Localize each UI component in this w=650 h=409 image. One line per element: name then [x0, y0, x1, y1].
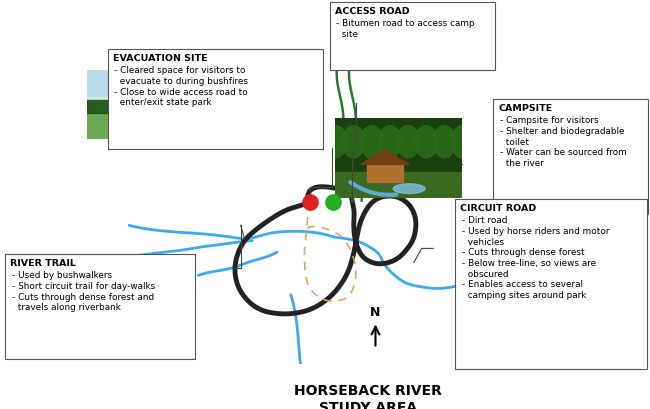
Text: ACCESS ROAD: ACCESS ROAD [335, 7, 410, 16]
Text: toilet: toilet [499, 137, 528, 146]
Text: travels along riverbank: travels along riverbank [12, 303, 120, 312]
Text: vehicles: vehicles [462, 237, 504, 246]
Text: - Used by horse riders and motor: - Used by horse riders and motor [462, 227, 609, 236]
Text: evacuate to during bushfires: evacuate to during bushfires [114, 77, 248, 86]
Text: - Cleared space for visitors to: - Cleared space for visitors to [114, 66, 246, 75]
Text: camping sites around park: camping sites around park [462, 290, 586, 299]
Text: enter/exit state park: enter/exit state park [114, 98, 212, 107]
Text: - Close to wide access road to: - Close to wide access road to [114, 88, 248, 97]
Text: N: N [370, 305, 381, 318]
Text: - Dirt road: - Dirt road [462, 216, 507, 225]
Text: EVACUATION SITE: EVACUATION SITE [113, 54, 208, 63]
Text: - Enables access to several: - Enables access to several [462, 280, 582, 289]
Text: CIRCUIT ROAD: CIRCUIT ROAD [460, 204, 536, 213]
Text: HORSEBACK RIVER
STUDY AREA: HORSEBACK RIVER STUDY AREA [294, 384, 442, 409]
Text: - Used by bushwalkers: - Used by bushwalkers [12, 271, 112, 280]
Text: RIVER TRAIL: RIVER TRAIL [10, 258, 76, 267]
Text: - Below tree-line, so views are: - Below tree-line, so views are [462, 258, 595, 267]
Text: the river: the river [499, 159, 543, 168]
Text: - Bitumen road to access camp: - Bitumen road to access camp [337, 19, 475, 28]
Text: - Cuts through dense forest: - Cuts through dense forest [462, 248, 584, 257]
Text: - Water can be sourced from: - Water can be sourced from [499, 148, 626, 157]
Text: - Short circuit trail for day-walks: - Short circuit trail for day-walks [12, 281, 155, 290]
Text: - Cuts through dense forest and: - Cuts through dense forest and [12, 292, 153, 301]
Text: CAMPSITE: CAMPSITE [498, 104, 552, 113]
Text: site: site [337, 30, 359, 39]
Text: obscured: obscured [462, 269, 508, 278]
Text: - Campsite for visitors: - Campsite for visitors [499, 116, 598, 125]
Text: - Shelter and biodegradable: - Shelter and biodegradable [499, 127, 624, 136]
